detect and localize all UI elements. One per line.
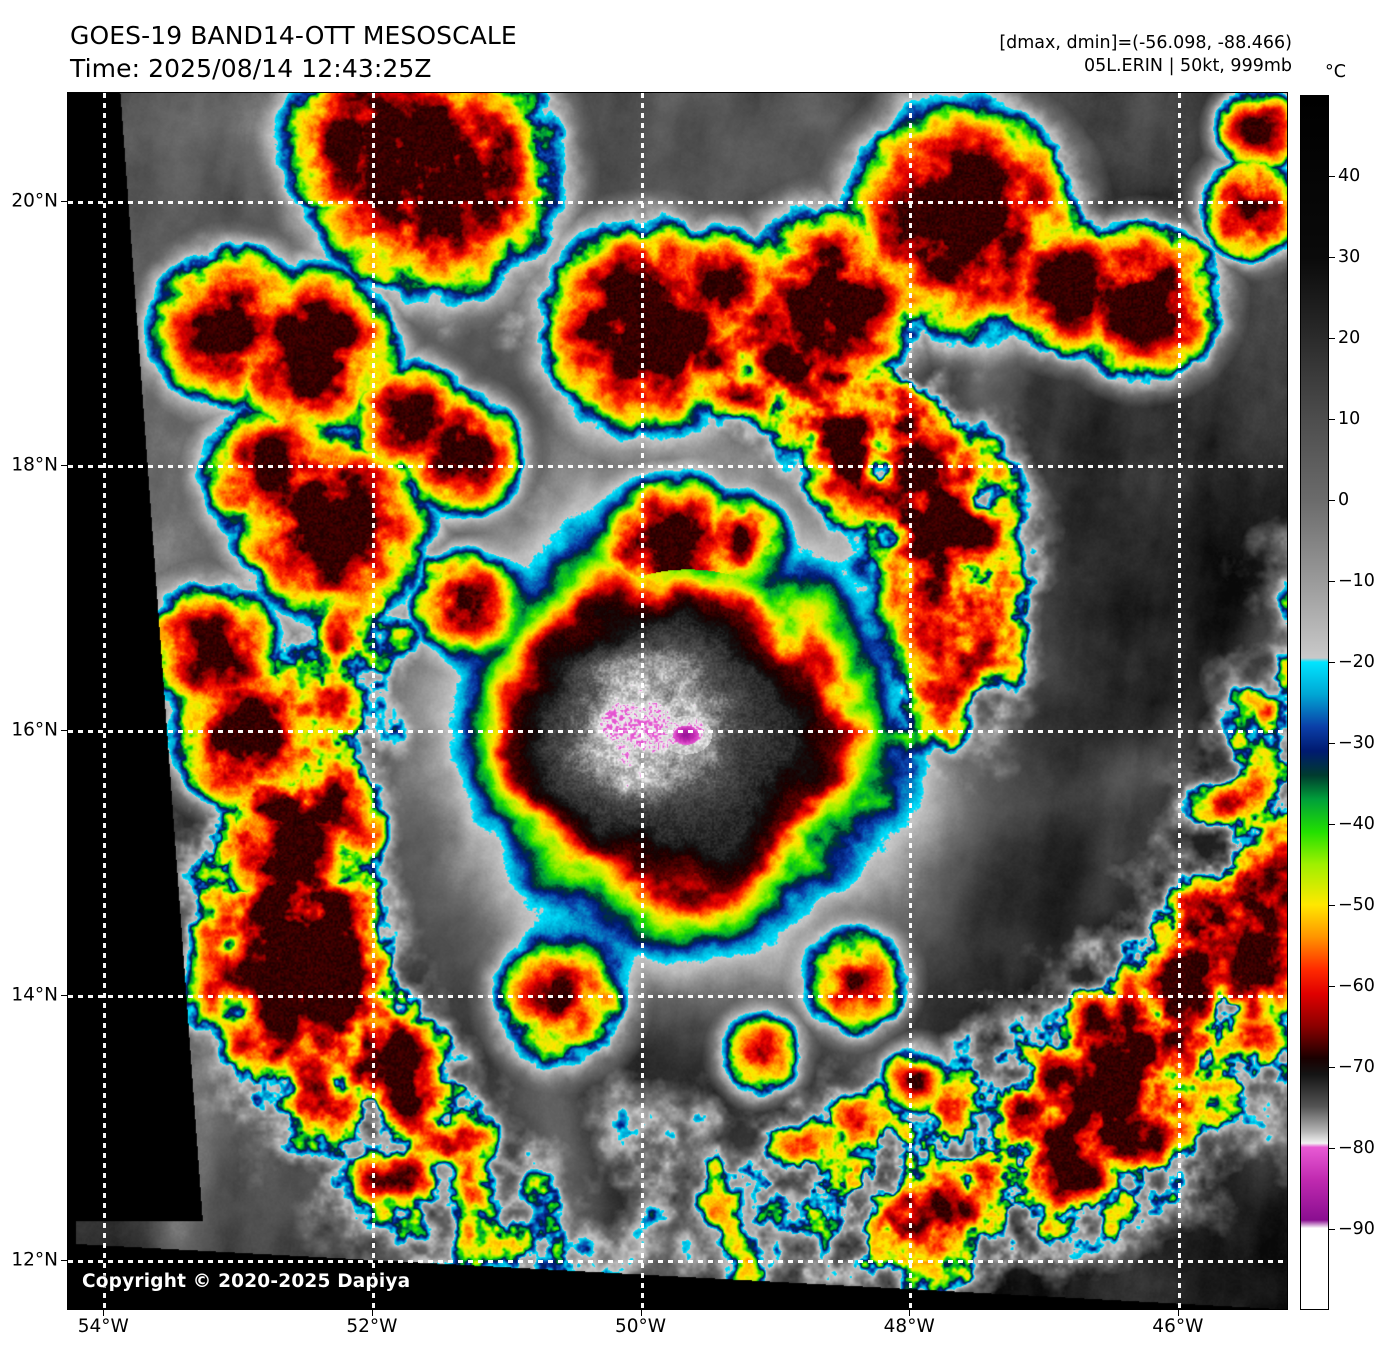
y-axis-tick-label: 14°N xyxy=(11,984,58,1006)
x-axis-tick-label: 46°W xyxy=(1152,1316,1204,1337)
x-axis-tick-mark xyxy=(640,1310,642,1316)
colorbar-tick-mark xyxy=(1329,257,1335,258)
colorbar-tick-mark xyxy=(1329,500,1335,501)
colorbar-tick-label: 10 xyxy=(1338,409,1361,429)
colorbar-tick-mark xyxy=(1329,905,1335,906)
colorbar-tick-mark xyxy=(1329,176,1335,177)
storm-info-label: 05L.ERIN | 50kt, 999mb xyxy=(1083,56,1292,77)
colorbar-tick-label: −10 xyxy=(1338,571,1375,591)
x-axis-tick-mark xyxy=(1177,1310,1179,1316)
x-axis-tick-label: 54°W xyxy=(77,1316,129,1337)
colorbar-tick-label: −20 xyxy=(1338,652,1375,672)
colorbar-tick-label: −70 xyxy=(1338,1057,1375,1077)
x-axis-tick-mark xyxy=(909,1310,911,1316)
y-axis-tick-mark xyxy=(61,200,67,202)
y-axis-tick-label: 18°N xyxy=(11,454,58,476)
x-axis-tick-label: 48°W xyxy=(883,1316,935,1337)
colorbar-tick-mark xyxy=(1329,338,1335,339)
colorbar-tick-mark xyxy=(1329,1148,1335,1149)
colorbar-tick-label: −50 xyxy=(1338,895,1375,915)
y-axis-tick-mark xyxy=(61,994,67,996)
colorbar-tick-mark xyxy=(1329,581,1335,582)
y-axis-tick-label: 16°N xyxy=(11,719,58,741)
colorbar-tick-label: 40 xyxy=(1338,166,1361,186)
colorbar-gradient xyxy=(1301,96,1328,1309)
header-left-block: GOES-19 BAND14-OTT MESOSCALE Time: 2025/… xyxy=(70,20,517,85)
colorbar-tick-label: −40 xyxy=(1338,814,1375,834)
header-right-block: [dmax, dmin]=(-56.098, -88.466) 05L.ERIN… xyxy=(999,32,1292,78)
y-axis-tick-label: 12°N xyxy=(11,1249,58,1271)
colorbar-tick-label: −90 xyxy=(1338,1219,1375,1239)
x-axis-tick-mark xyxy=(103,1310,105,1316)
colorbar-tick-mark xyxy=(1329,419,1335,420)
copyright-label: Copyright © 2020-2025 Dapiya xyxy=(82,1271,411,1292)
satellite-image-plot[interactable]: Copyright © 2020-2025 Dapiya xyxy=(67,92,1288,1310)
colorbar-tick-label: 20 xyxy=(1338,328,1361,348)
page-title: GOES-19 BAND14-OTT MESOSCALE xyxy=(70,21,517,50)
y-axis-tick-mark xyxy=(61,730,67,732)
y-axis-tick-mark xyxy=(61,465,67,467)
x-axis-tick-label: 52°W xyxy=(346,1316,398,1337)
colorbar-tick-label: −80 xyxy=(1338,1138,1375,1158)
y-axis-tick-mark xyxy=(61,1259,67,1261)
colorbar-tick-mark xyxy=(1329,1229,1335,1230)
infrared-brightness-temperature-raster xyxy=(68,93,1287,1309)
colorbar-tick-label: 0 xyxy=(1338,490,1350,510)
y-axis-tick-label: 20°N xyxy=(11,190,58,212)
colorbar-tick-mark xyxy=(1329,824,1335,825)
colorbar-tick-label: −30 xyxy=(1338,733,1375,753)
colorbar-tick-mark xyxy=(1329,1067,1335,1068)
colorbar-tick-label: −60 xyxy=(1338,976,1375,996)
x-axis-tick-label: 50°W xyxy=(615,1316,667,1337)
colorbar-tick-mark xyxy=(1329,743,1335,744)
colorbar-tick-label: 30 xyxy=(1338,247,1361,267)
colorbar-unit-label: °C xyxy=(1325,62,1346,82)
x-axis-tick-mark xyxy=(371,1310,373,1316)
dmax-dmin-label: [dmax, dmin]=(-56.098, -88.466) xyxy=(999,33,1292,53)
colorbar-tick-mark xyxy=(1329,986,1335,987)
timestamp-label: Time: 2025/08/14 12:43:25Z xyxy=(70,53,432,83)
temperature-colorbar[interactable] xyxy=(1300,95,1329,1310)
colorbar-tick-mark xyxy=(1329,662,1335,663)
